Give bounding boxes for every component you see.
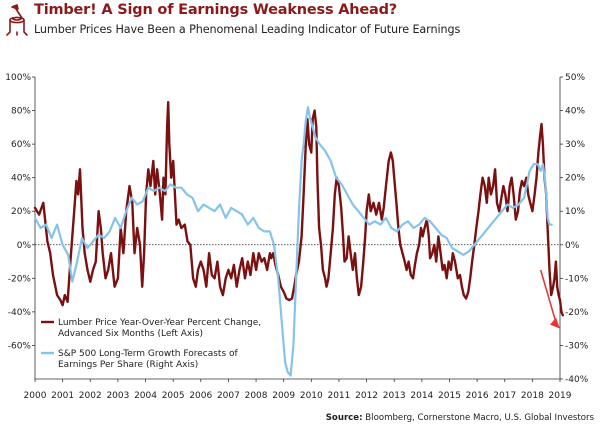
x-tick-label: 2010 [300, 391, 323, 401]
x-tick-label: 2008 [245, 391, 268, 401]
x-tick-label: 2007 [217, 391, 240, 401]
right-tick-label: -30% [565, 341, 589, 351]
left-tick-label: 80% [11, 107, 31, 117]
source-note: Source: Bloomberg, Cornerstone Macro, U.… [326, 413, 594, 423]
source-text: Bloomberg, Cornerstone Macro, U.S. Globa… [365, 413, 594, 423]
legend-label-sp500: S&P 500 Long-Term Growth Forecasts of Ear… [58, 349, 239, 370]
trend-arrow-head [550, 317, 560, 329]
x-tick-label: 2018 [521, 391, 544, 401]
source-label: Source: [325, 413, 363, 423]
x-tick-label: 2016 [466, 391, 489, 401]
lumber-series-line [33, 101, 564, 317]
right-tick-label: 0% [565, 241, 580, 251]
left-tick-label: 20% [11, 207, 31, 217]
x-tick-label: 2012 [355, 391, 378, 401]
x-tick-label: 2017 [493, 391, 516, 401]
left-tick-label: 100% [5, 73, 31, 83]
left-tick-label: -20% [8, 274, 32, 284]
x-tick-label: 2009 [272, 391, 295, 401]
x-tick-label: 2015 [438, 391, 461, 401]
chart-subtitle: Lumber Prices Have Been a Phenomenal Lea… [34, 23, 461, 36]
tree-stump-axe-icon [6, 4, 28, 36]
left-tick-label: -40% [8, 308, 32, 318]
right-tick-label: -40% [565, 375, 589, 385]
x-tick-label: 2004 [134, 391, 157, 401]
x-tick-label: 2011 [327, 391, 350, 401]
right-tick-label: 30% [565, 140, 585, 150]
trend-arrow-line [539, 269, 557, 323]
right-tick-label: -20% [565, 308, 589, 318]
x-tick-label: 2013 [383, 391, 406, 401]
x-tick-label: 2006 [189, 391, 212, 401]
chart-title: Timber! A Sign of Earnings Weakness Ahea… [34, 2, 398, 18]
x-tick-label: 2003 [106, 391, 129, 401]
legend-label-lumber: Lumber Price Year-Over-Year Percent Chan… [58, 318, 261, 339]
right-tick-label: -10% [565, 274, 589, 284]
left-tick-label: 40% [11, 174, 31, 184]
x-tick-label: 2019 [549, 391, 572, 401]
right-tick-label: 40% [565, 107, 585, 117]
x-tick-label: 2002 [79, 391, 102, 401]
left-tick-label: -60% [8, 341, 32, 351]
right-tick-label: 10% [565, 207, 585, 217]
right-tick-label: 50% [565, 73, 585, 83]
x-tick-label: 2000 [24, 391, 47, 401]
x-tick-label: 2001 [51, 391, 74, 401]
x-tick-label: 2005 [162, 391, 185, 401]
right-tick-label: 20% [565, 174, 585, 184]
x-tick-label: 2014 [410, 391, 433, 401]
sp500-series-line [33, 106, 553, 377]
left-tick-label: 60% [11, 140, 31, 150]
left-tick-label: 0% [17, 241, 32, 251]
